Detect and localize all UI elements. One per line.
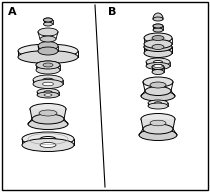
Ellipse shape bbox=[32, 114, 64, 124]
Ellipse shape bbox=[144, 40, 172, 49]
Ellipse shape bbox=[153, 17, 163, 21]
Ellipse shape bbox=[148, 100, 168, 106]
Ellipse shape bbox=[44, 94, 52, 96]
Ellipse shape bbox=[33, 75, 63, 85]
Ellipse shape bbox=[42, 78, 54, 82]
Ellipse shape bbox=[38, 28, 58, 36]
Ellipse shape bbox=[152, 65, 164, 70]
Ellipse shape bbox=[152, 65, 164, 70]
Ellipse shape bbox=[22, 132, 74, 146]
Ellipse shape bbox=[144, 33, 172, 43]
Ellipse shape bbox=[33, 79, 63, 89]
Ellipse shape bbox=[152, 45, 164, 50]
Ellipse shape bbox=[146, 58, 170, 66]
Polygon shape bbox=[153, 26, 163, 30]
Ellipse shape bbox=[146, 63, 170, 70]
Ellipse shape bbox=[30, 103, 66, 114]
Ellipse shape bbox=[37, 89, 59, 95]
Polygon shape bbox=[144, 47, 172, 53]
Ellipse shape bbox=[39, 110, 57, 116]
Ellipse shape bbox=[36, 66, 60, 74]
Polygon shape bbox=[152, 67, 164, 72]
Ellipse shape bbox=[153, 24, 163, 28]
Ellipse shape bbox=[36, 61, 60, 69]
Ellipse shape bbox=[143, 77, 173, 87]
Ellipse shape bbox=[18, 44, 78, 58]
Ellipse shape bbox=[153, 28, 163, 32]
Ellipse shape bbox=[43, 63, 53, 67]
Ellipse shape bbox=[43, 18, 52, 22]
Polygon shape bbox=[36, 65, 60, 70]
Ellipse shape bbox=[40, 142, 56, 147]
Ellipse shape bbox=[38, 47, 58, 55]
Ellipse shape bbox=[144, 49, 172, 57]
Ellipse shape bbox=[43, 22, 52, 26]
Ellipse shape bbox=[43, 18, 52, 22]
Ellipse shape bbox=[22, 138, 74, 151]
Ellipse shape bbox=[42, 82, 54, 86]
Ellipse shape bbox=[154, 60, 163, 64]
Ellipse shape bbox=[144, 42, 172, 51]
Ellipse shape bbox=[152, 70, 164, 74]
Ellipse shape bbox=[141, 113, 175, 124]
Polygon shape bbox=[30, 109, 66, 119]
Ellipse shape bbox=[38, 41, 58, 50]
Ellipse shape bbox=[28, 118, 68, 129]
Ellipse shape bbox=[153, 24, 163, 28]
Ellipse shape bbox=[152, 36, 164, 41]
Ellipse shape bbox=[154, 65, 163, 68]
Polygon shape bbox=[141, 119, 175, 129]
Ellipse shape bbox=[143, 124, 173, 134]
Ellipse shape bbox=[18, 50, 78, 64]
Ellipse shape bbox=[40, 36, 56, 42]
Ellipse shape bbox=[44, 91, 52, 93]
Ellipse shape bbox=[139, 129, 177, 141]
Ellipse shape bbox=[148, 103, 168, 109]
Ellipse shape bbox=[144, 42, 172, 51]
Text: A: A bbox=[8, 7, 17, 17]
Ellipse shape bbox=[150, 120, 166, 126]
Text: B: B bbox=[108, 7, 116, 17]
Ellipse shape bbox=[40, 137, 56, 142]
Ellipse shape bbox=[150, 82, 166, 88]
Ellipse shape bbox=[37, 92, 59, 98]
Ellipse shape bbox=[36, 61, 60, 69]
Polygon shape bbox=[43, 20, 52, 24]
Ellipse shape bbox=[145, 87, 171, 95]
Ellipse shape bbox=[155, 102, 161, 104]
Ellipse shape bbox=[141, 91, 175, 101]
